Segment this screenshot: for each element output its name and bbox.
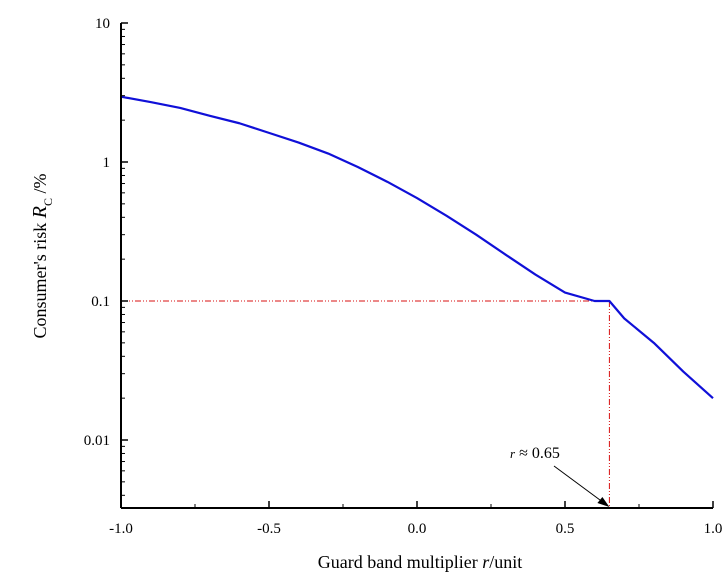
y-tick-label: 1 <box>103 155 111 171</box>
x-tick-labels: -1.0 -0.5 0.0 0.5 1.0 <box>109 521 722 537</box>
series-line <box>120 95 714 399</box>
x-tick-label: 1.0 <box>704 521 723 537</box>
annotation-arrow <box>553 465 606 505</box>
y-tick-labels: 0.01 0.1 1 10 <box>84 16 110 449</box>
y-tick-label: 0.01 <box>84 433 110 449</box>
reference-lines <box>121 300 610 508</box>
series-layer <box>120 95 714 399</box>
annotation-label: r ≈ 0.65 <box>510 445 560 462</box>
annotation: r ≈ 0.65 <box>510 445 610 507</box>
x-tick-label: -0.5 <box>257 521 281 537</box>
y-tick-label: 0.1 <box>91 294 110 310</box>
x-tick-label: 0.0 <box>408 521 427 537</box>
x-tick-label: 0.5 <box>556 521 575 537</box>
y-tick-label: 10 <box>95 16 110 32</box>
x-axis-label: Guard band multiplier r/unit <box>318 552 523 572</box>
x-tick-label: -1.0 <box>109 521 133 537</box>
y-axis-label: Consumer's risk RC /% <box>29 174 55 339</box>
axes <box>120 22 714 509</box>
annotation-arrowhead <box>597 497 610 507</box>
